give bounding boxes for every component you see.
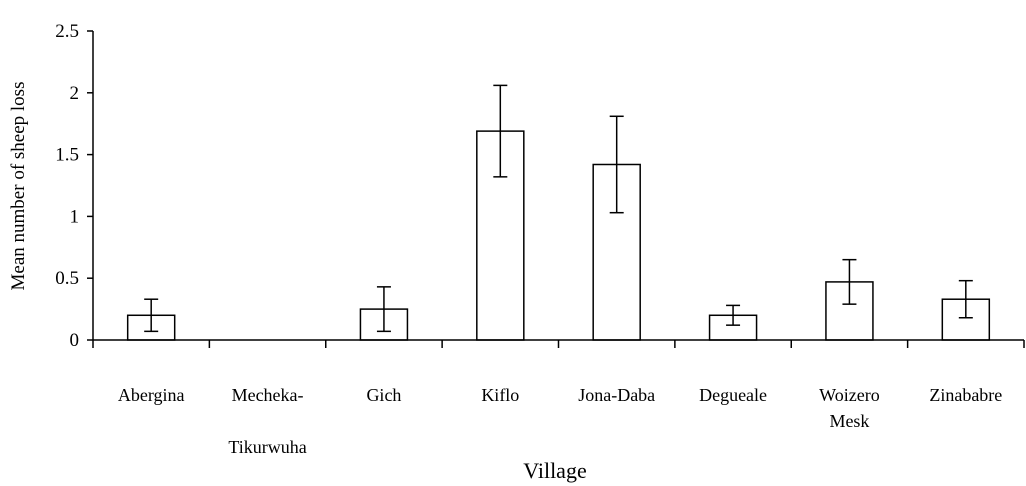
- y-tick-label: 0.5: [55, 268, 79, 289]
- x-category-label: Kiflo: [481, 385, 519, 405]
- error-bar: [493, 84, 508, 178]
- x-axis-title: Village: [523, 458, 586, 483]
- error-bar: [376, 286, 391, 333]
- error-bar: [958, 279, 973, 319]
- y-tick-label: 1.5: [55, 145, 79, 166]
- x-category-label: Degueale: [699, 385, 767, 405]
- x-category-label: Mecheka-Tikurwuha: [228, 385, 306, 457]
- error-bar: [726, 304, 741, 326]
- error-bars-group: [144, 84, 973, 333]
- error-bar: [609, 115, 624, 214]
- x-axis-category-labels: Abergina Mecheka-Tikurwuha Gich Kiflo Jona-D…: [118, 385, 1002, 457]
- x-axis-ticks: [92, 340, 1025, 348]
- y-tick-label: 0: [70, 330, 80, 351]
- x-category-label: Gich: [366, 385, 401, 405]
- bars-group: [126, 130, 991, 341]
- y-axis-ticks: 0 0.5 1 1.5 2 2.5: [55, 21, 93, 351]
- y-axis-title: Mean number of sheep loss: [8, 82, 29, 291]
- y-tick-label: 2: [70, 83, 80, 104]
- x-category-label: Jona-Daba: [578, 385, 655, 405]
- x-category-label: Woizero Mesk: [819, 385, 880, 431]
- error-bar: [144, 298, 159, 333]
- y-tick-label: 1: [70, 206, 80, 227]
- y-tick-label: 2.5: [55, 21, 79, 42]
- x-category-label: Abergina: [118, 385, 185, 405]
- error-bar: [842, 258, 857, 305]
- x-category-label: Zinababre: [929, 385, 1002, 405]
